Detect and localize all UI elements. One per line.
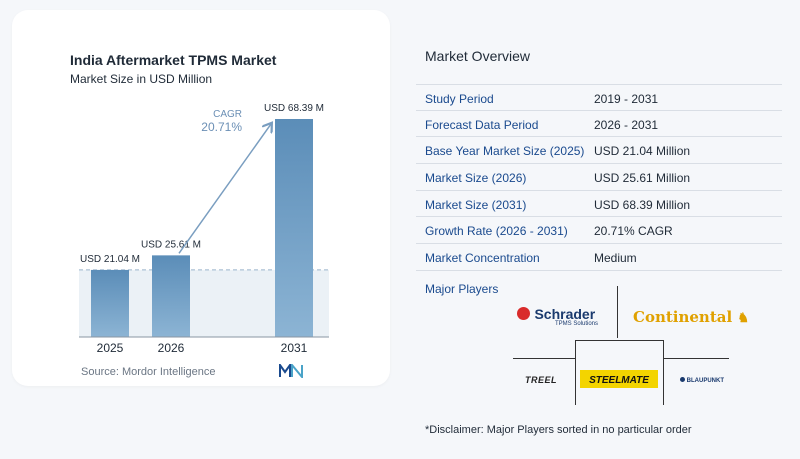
- divider-line: [575, 340, 576, 405]
- schrader-name: Schrader: [534, 305, 596, 322]
- blaupunkt-dot-icon: [680, 377, 685, 382]
- overview-label: Forecast Data Period: [425, 117, 539, 132]
- overview-table: Study Period 2019 - 2031 Forecast Data Per…: [416, 84, 782, 271]
- schrader-tagline: TPMS Solutions: [555, 321, 599, 327]
- overview-value: 20.71% CAGR: [594, 224, 673, 239]
- overview-row: Market Size (2026) USD 25.61 Million: [416, 164, 782, 191]
- bar: [91, 269, 129, 337]
- schrader-logo: Schrader TPMS Solutions: [517, 305, 598, 327]
- overview-label: Market Size (2031): [425, 197, 527, 212]
- divider-line: [617, 286, 618, 338]
- continental-horse-icon: ♞: [737, 311, 750, 326]
- continental-name: Continental: [633, 308, 733, 326]
- major-players-grid: Schrader TPMS Solutions Continental ♞ TR…: [505, 286, 749, 406]
- treel-logo: TREEL: [525, 375, 557, 385]
- overview-row: Study Period 2019 - 2031: [416, 84, 782, 111]
- x-tick-label: 2025: [97, 341, 124, 355]
- overview-row: Market Concentration Medium: [416, 244, 782, 271]
- cagr-value: 20.71%: [201, 120, 242, 134]
- overview-label: Market Size (2026): [425, 171, 527, 186]
- overview-value: 2019 - 2031: [594, 92, 659, 106]
- blaupunkt-name: BLAUPUNKT: [686, 378, 725, 384]
- bar: [275, 119, 313, 337]
- overview-row: Base Year Market Size (2025) USD 21.04 Mi…: [416, 137, 782, 165]
- steelmate-logo: STEELMATE: [580, 370, 658, 388]
- divider-line: [513, 358, 575, 359]
- market-overview-title: Market Overview: [425, 48, 531, 64]
- overview-row: Growth Rate (2026 - 2031) 20.71% CAGR: [416, 217, 782, 245]
- overview-value: USD 68.39 Million: [594, 197, 691, 212]
- source-label: Source: Mordor Intelligence: [81, 366, 216, 378]
- overview-label: Study Period: [425, 92, 494, 106]
- divider-line: [575, 340, 663, 341]
- steelmate-name: STEELMATE: [589, 375, 649, 386]
- overview-label: Market Concentration: [425, 251, 540, 266]
- divider-line: [663, 340, 664, 405]
- overview-row: Market Size (2031) USD 68.39 Million: [416, 191, 782, 218]
- overview-label: Base Year Market Size (2025): [425, 144, 585, 159]
- schrader-mark-icon: [517, 307, 530, 321]
- overview-value: USD 21.04 Million: [594, 144, 691, 159]
- x-tick-label: 2031: [281, 341, 308, 355]
- mordor-logo-icon: [279, 364, 303, 378]
- major-players-title: Major Players: [425, 282, 499, 296]
- bar-value-label: USD 68.39 M: [264, 103, 324, 114]
- chart-title: India Aftermarket TPMS Market: [70, 52, 277, 68]
- overview-label: Growth Rate (2026 - 2031): [425, 224, 568, 239]
- bar: [152, 255, 190, 337]
- cagr-label: CAGR: [213, 109, 242, 120]
- x-tick-label: 2026: [158, 341, 185, 355]
- blaupunkt-logo: BLAUPUNKT: [680, 377, 724, 384]
- divider-line: [663, 358, 729, 359]
- continental-logo: Continental ♞: [633, 308, 749, 326]
- disclaimer: *Disclaimer: Major Players sorted in no …: [425, 424, 692, 436]
- treel-name: TREEL: [525, 375, 558, 385]
- overview-value: 2026 - 2031: [594, 117, 659, 132]
- bar-value-label: USD 25.61 M: [141, 239, 201, 250]
- overview-value: USD 25.61 Million: [594, 171, 691, 186]
- overview-row: Forecast Data Period 2026 - 2031: [416, 111, 782, 138]
- chart-subtitle: Market Size in USD Million: [70, 72, 213, 86]
- bar-value-label: USD 21.04 M: [80, 254, 140, 265]
- overview-value: Medium: [594, 251, 637, 266]
- cagr-arrow: [178, 124, 271, 254]
